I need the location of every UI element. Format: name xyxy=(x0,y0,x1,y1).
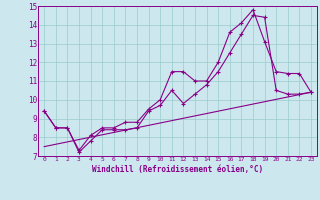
X-axis label: Windchill (Refroidissement éolien,°C): Windchill (Refroidissement éolien,°C) xyxy=(92,165,263,174)
